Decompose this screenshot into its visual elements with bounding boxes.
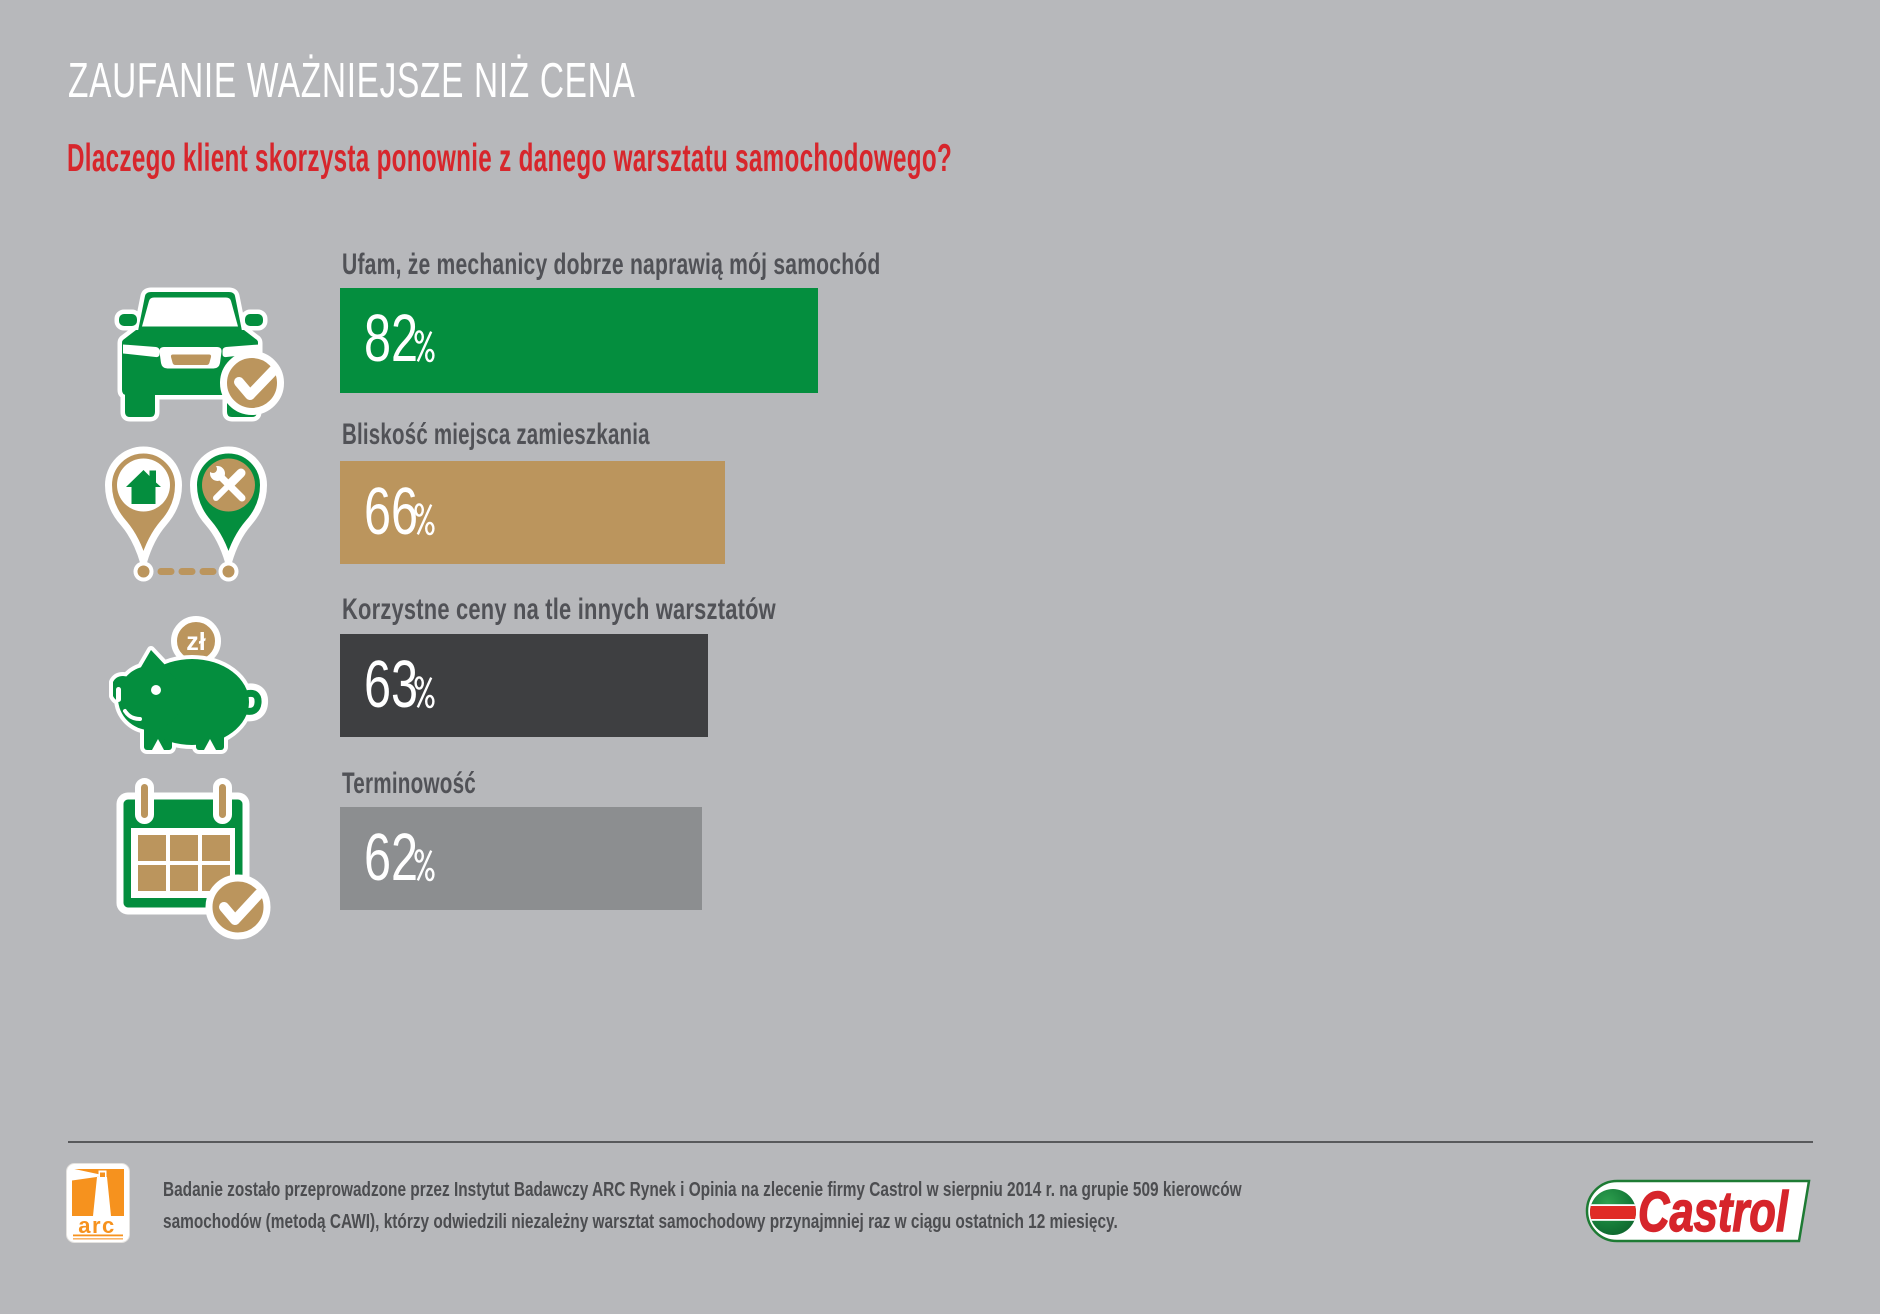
- svg-text:zł: zł: [186, 628, 206, 656]
- svg-text:arc: arc: [78, 1213, 116, 1238]
- svg-text:Castrol: Castrol: [1638, 1180, 1789, 1244]
